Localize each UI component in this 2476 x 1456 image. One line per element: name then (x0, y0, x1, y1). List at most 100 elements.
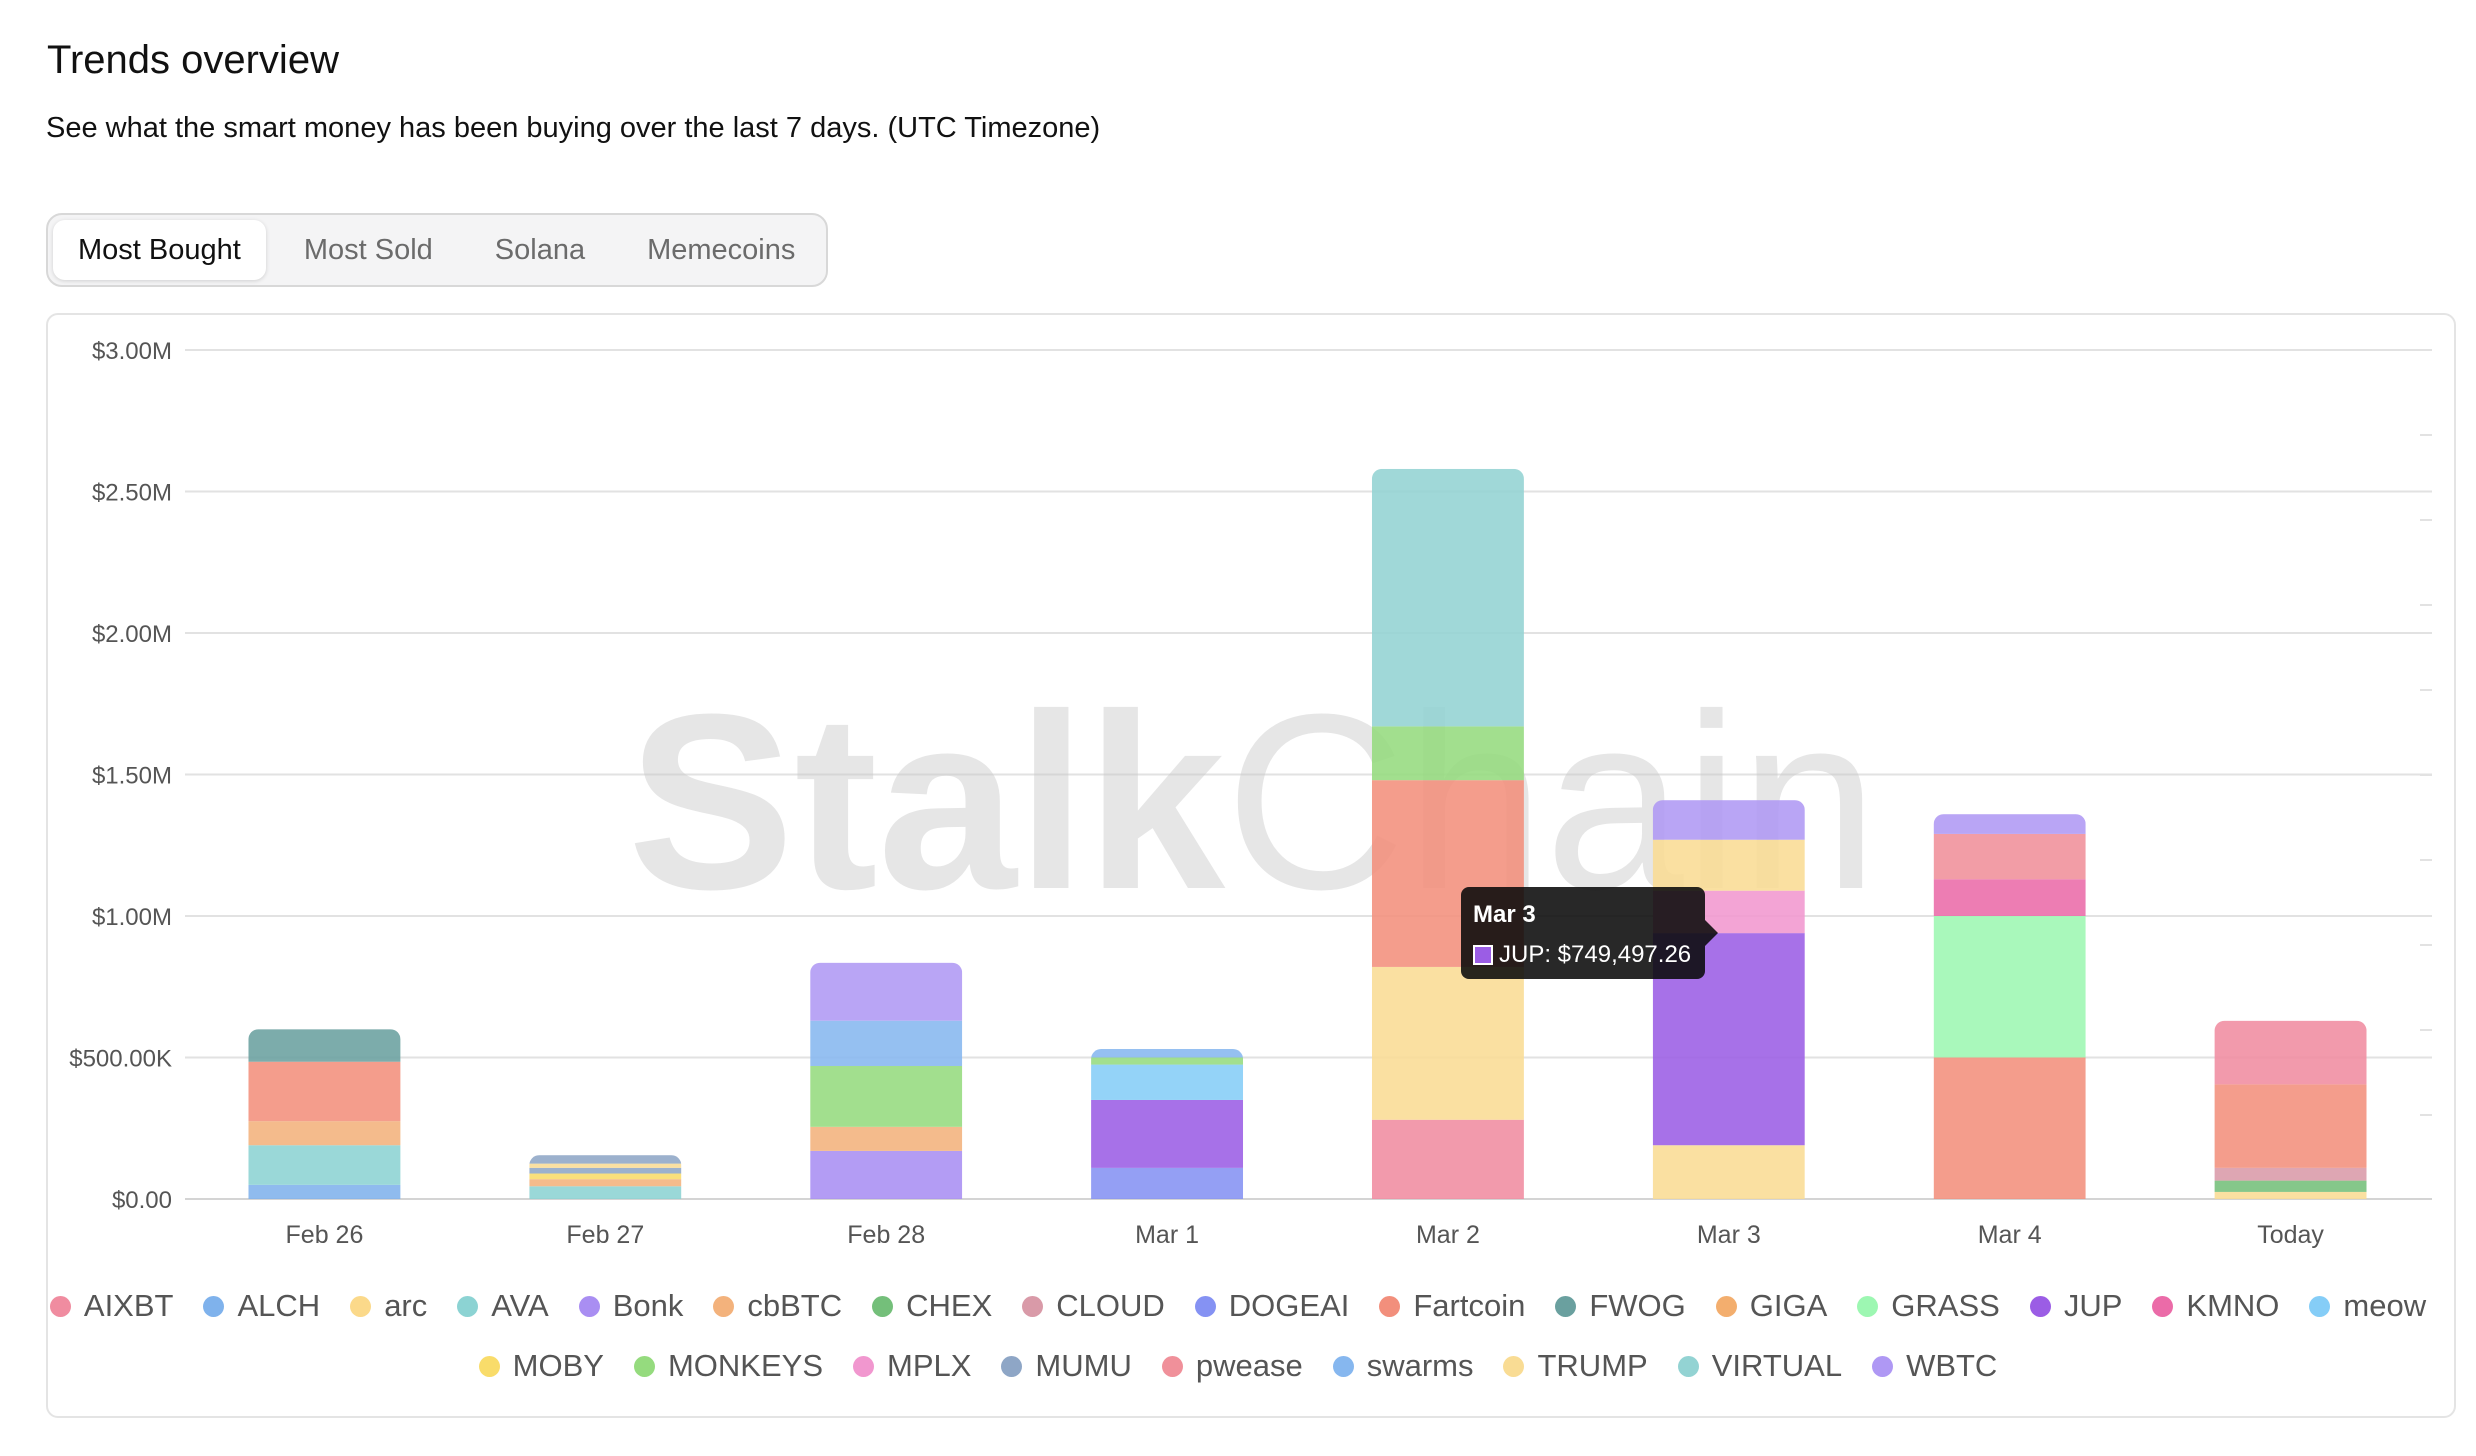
legend-item[interactable]: WBTC (1872, 1348, 1997, 1384)
bar-segment[interactable] (810, 1126, 963, 1151)
legend-item[interactable]: DOGEAI (1194, 1288, 1350, 1324)
y-tick-label: $1.00M (92, 904, 172, 931)
legend-item[interactable]: CHEX (872, 1288, 992, 1324)
legend-item[interactable]: MOBY (478, 1348, 604, 1384)
bar-stack[interactable] (1091, 1049, 1244, 1199)
legend-item[interactable]: MONKEYS (633, 1348, 823, 1384)
y-tick-label: $3.00M (92, 338, 172, 365)
bar-segment[interactable] (248, 1121, 401, 1146)
bar-segment[interactable] (1652, 1145, 1805, 1199)
legend-label: DOGEAI (1228, 1288, 1350, 1323)
bar-stack[interactable] (1652, 800, 1805, 1199)
bar-stack[interactable] (248, 1029, 401, 1199)
legend-dot (1715, 1295, 1737, 1317)
bar-segment[interactable] (810, 962, 963, 1021)
tab-most-bought[interactable]: Most Bought (53, 220, 266, 280)
bar-segment[interactable] (248, 1184, 401, 1199)
bar-segment[interactable] (1091, 1064, 1244, 1100)
bar-segment[interactable] (1933, 833, 2086, 880)
legend-item[interactable]: Fartcoin (1379, 1288, 1525, 1324)
bar-segment[interactable] (2214, 1180, 2367, 1192)
legend-item[interactable]: arc (350, 1288, 427, 1324)
bar-segment[interactable] (248, 1061, 401, 1122)
bar-segment[interactable] (529, 1173, 682, 1180)
tab-most-sold[interactable]: Most Sold (303, 233, 433, 266)
x-tick-label: Feb 26 (286, 1221, 364, 1249)
legend-item[interactable]: MUMU (1001, 1348, 1132, 1384)
bar-segment[interactable] (1371, 966, 1524, 1120)
bar-segment[interactable] (2214, 1020, 2367, 1085)
bar-segment[interactable] (810, 1020, 963, 1066)
bar-segment[interactable] (1933, 814, 2086, 834)
legend-dot (457, 1295, 479, 1317)
bar-stack[interactable] (529, 1155, 682, 1199)
legend-item[interactable]: AVA (457, 1288, 549, 1324)
bar-segment[interactable] (529, 1163, 682, 1168)
tab-group: Most Bought Most Sold Solana Memecoins (46, 213, 828, 287)
legend-item[interactable]: pwease (1161, 1348, 1303, 1384)
legend-item[interactable]: MPLX (853, 1348, 971, 1384)
bar-stack[interactable] (2214, 1020, 2367, 1199)
bar-segment[interactable] (1091, 1057, 1244, 1065)
bar-segment[interactable] (529, 1167, 682, 1174)
legend-item[interactable]: GIGA (1715, 1288, 1827, 1324)
x-tick-label: Feb 27 (566, 1221, 644, 1249)
bar-segment[interactable] (1091, 1099, 1244, 1168)
legend-item[interactable]: cbBTC (713, 1288, 842, 1324)
legend-item[interactable]: TRUMP (1503, 1348, 1648, 1384)
legend-dot (49, 1295, 71, 1317)
legend-label: arc (384, 1288, 428, 1323)
bar-segment[interactable] (1652, 800, 1805, 840)
legend-item[interactable]: CLOUD (1022, 1288, 1165, 1324)
bar-segment[interactable] (1652, 839, 1805, 891)
legend-item[interactable]: swarms (1332, 1348, 1473, 1384)
bar-segment[interactable] (1933, 1057, 2086, 1200)
bar-segment[interactable] (1371, 468, 1524, 727)
bar-segment[interactable] (1091, 1049, 1244, 1058)
legend-dot (872, 1295, 894, 1317)
tooltip-value: JUP: $749,497.26 (1499, 941, 1692, 968)
bar-segment[interactable] (1091, 1167, 1244, 1199)
legend-label: JUP (2063, 1288, 2123, 1323)
bar-segment[interactable] (248, 1029, 401, 1062)
bar-segment[interactable] (810, 1065, 963, 1127)
x-tick-label: Mar 2 (1416, 1221, 1480, 1249)
legend-dot (2029, 1295, 2051, 1317)
tooltip-line: JUP: $749,497.26 (1473, 941, 1693, 969)
legend-item[interactable]: VIRTUAL (1677, 1348, 1842, 1384)
bar-segment[interactable] (810, 1150, 963, 1199)
legend-item[interactable]: Bonk (578, 1288, 683, 1324)
bar-segment[interactable] (1371, 1119, 1524, 1199)
page-subtitle: See what the smart money has been buying… (46, 112, 1101, 144)
bar-segment[interactable] (529, 1155, 682, 1164)
legend-dot (1872, 1355, 1894, 1377)
bar-segment[interactable] (1933, 916, 2086, 1058)
tooltip-caret (1705, 920, 1718, 946)
y-tick-label: $2.00M (92, 621, 172, 648)
tab-memecoins[interactable]: Memecoins (647, 233, 796, 266)
bar-stack[interactable] (810, 962, 963, 1199)
bar-stack[interactable] (1933, 814, 2086, 1200)
bar-segment[interactable] (248, 1145, 401, 1185)
tab-solana[interactable]: Solana (494, 233, 586, 266)
legend-item[interactable]: ALCH (203, 1288, 320, 1324)
legend-item[interactable]: KMNO (2152, 1288, 2279, 1324)
legend-dot (203, 1295, 225, 1317)
legend-item[interactable]: FWOG (1555, 1288, 1686, 1324)
legend-item[interactable]: meow (2309, 1288, 2426, 1324)
legend-dot (350, 1295, 372, 1317)
bar-stack[interactable] (1371, 468, 1524, 1199)
y-tick-label: $0.00 (112, 1187, 172, 1214)
legend-item[interactable]: JUP (2029, 1288, 2123, 1324)
bar-segment[interactable] (1371, 726, 1524, 781)
x-tick-label: Mar 1 (1135, 1221, 1199, 1249)
legend-item[interactable]: GRASS (1857, 1288, 2000, 1324)
bar-segment[interactable] (2214, 1167, 2367, 1181)
bar-segment[interactable] (1933, 879, 2086, 916)
bar-segment[interactable] (2214, 1084, 2367, 1168)
legend-item[interactable]: AIXBT (49, 1288, 173, 1324)
bar-segment[interactable] (529, 1179, 682, 1187)
bar-segment[interactable] (529, 1186, 682, 1199)
y-tick-label: $500.00K (69, 1046, 172, 1073)
bar-segment[interactable] (2214, 1191, 2367, 1199)
